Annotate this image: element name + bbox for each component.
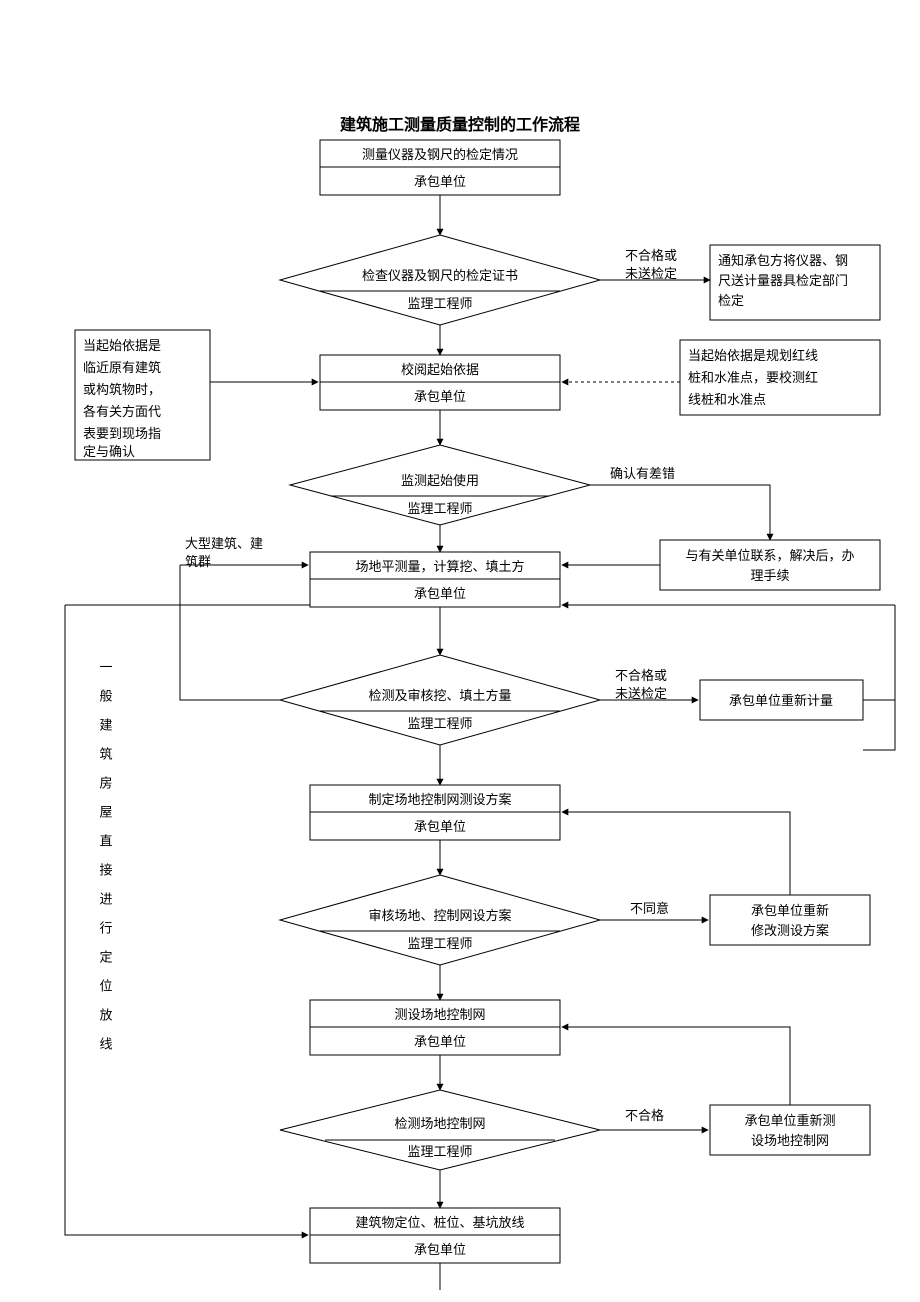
edge-d4-sb6: 不同意 — [600, 901, 708, 920]
node-n6: 建筑物定位、桩位、基坑放线 承包单位 — [310, 1208, 560, 1263]
svg-text:审核场地、控制网设方案: 审核场地、控制网设方案 — [368, 908, 511, 923]
vertical-label: 一般建筑房屋直接进行定位放线 — [98, 660, 113, 1050]
node-n2: 校阅起始依据 承包单位 — [320, 355, 560, 410]
node-d4: 审核场地、控制网设方案 监理工程师 — [280, 875, 600, 965]
edge-sb6-n4 — [562, 812, 790, 895]
edge-sb7-n5 — [562, 1027, 790, 1105]
node-n5: 测设场地控制网 承包单位 — [310, 1000, 560, 1055]
svg-text:承包单位: 承包单位 — [414, 819, 466, 834]
diagram-title: 建筑施工测量质量控制的工作流程 — [340, 115, 580, 134]
sidebox-sb3: 当起始依据是规划红线 桩和水准点，要校测红 线桩和水准点 — [680, 340, 880, 415]
svg-text:制定场地控制网测设方案: 制定场地控制网测设方案 — [368, 792, 511, 807]
svg-text:建筑物定位、桩位、基坑放线: 建筑物定位、桩位、基坑放线 — [355, 1215, 524, 1230]
svg-text:检测及审核挖、填土方量: 检测及审核挖、填土方量 — [368, 688, 511, 703]
edge-loop-sb5a — [863, 605, 895, 750]
sidebox-sb1: 通知承包方将仪器、钢 尺送计量器具检定部门 检定 — [710, 245, 880, 320]
svg-text:桩和水准点，要校测红: 桩和水准点，要校测红 — [688, 370, 818, 385]
svg-text:承包单位: 承包单位 — [414, 389, 466, 404]
svg-text:当起始依据是规划红线: 当起始依据是规划红线 — [688, 348, 818, 363]
svg-text:监理工程师: 监理工程师 — [407, 936, 472, 951]
edge-d1-sb1: 不合格或 未送检定 — [600, 248, 710, 281]
svg-text:校阅起始依据: 校阅起始依据 — [401, 362, 479, 377]
label-e3: 大型建筑、建 筑群 — [180, 536, 308, 569]
svg-text:临近原有建筑: 临近原有建筑 — [83, 360, 161, 375]
svg-text:修改测设方案: 修改测设方案 — [751, 923, 829, 938]
svg-text:监理工程师: 监理工程师 — [407, 1144, 472, 1159]
sidebox-sb5: 承包单位重新计量 — [700, 680, 863, 720]
svg-text:确认有差错: 确认有差错 — [610, 466, 675, 481]
svg-text:通知承包方将仪器、钢: 通知承包方将仪器、钢 — [718, 253, 848, 268]
node-d3: 检测及审核挖、填土方量 监理工程师 — [280, 655, 600, 745]
node-d2: 监测起始使用 监理工程师 — [290, 445, 590, 525]
svg-text:未送检定: 未送检定 — [625, 266, 677, 281]
node-n1: 测量仪器及钢尺的检定情况 承包单位 — [320, 140, 560, 195]
svg-text:各有关方面代: 各有关方面代 — [83, 404, 161, 419]
edge-d5-sb7: 不合格 — [600, 1108, 708, 1130]
flowchart-canvas: 建筑施工测量质量控制的工作流程 测量仪器及钢尺的检定情况 承包单位 检查仪器及钢… — [0, 0, 920, 1302]
svg-text:不合格或: 不合格或 — [625, 248, 677, 263]
svg-text:大型建筑、建: 大型建筑、建 — [185, 536, 263, 551]
svg-text:承包单位: 承包单位 — [414, 1034, 466, 1049]
node-d1: 检查仪器及钢尺的检定证书 监理工程师 — [280, 235, 600, 325]
svg-text:理手续: 理手续 — [750, 568, 789, 583]
node-d5: 检测场地控制网 监理工程师 — [280, 1090, 600, 1170]
svg-text:场地平测量，计算挖、填土方: 场地平测量，计算挖、填土方 — [355, 559, 524, 574]
svg-text:检定: 检定 — [718, 293, 744, 308]
sidebox-sb7: 承包单位重新测 设场地控制网 — [710, 1105, 870, 1155]
svg-text:承包单位: 承包单位 — [414, 586, 466, 601]
sidebox-sb4: 与有关单位联系，解决后，办 理手续 — [660, 540, 880, 590]
svg-text:测设场地控制网: 测设场地控制网 — [394, 1007, 485, 1022]
svg-text:承包单位重新: 承包单位重新 — [751, 903, 829, 918]
svg-text:监测起始使用: 监测起始使用 — [401, 473, 479, 488]
svg-text:未送检定: 未送检定 — [615, 686, 667, 701]
svg-text:承包单位: 承包单位 — [414, 174, 466, 189]
sidebox-sb6: 承包单位重新 修改测设方案 — [710, 895, 870, 945]
svg-text:表要到现场指: 表要到现场指 — [83, 426, 161, 441]
svg-text:定与确认: 定与确认 — [83, 444, 135, 459]
edge-d2-sb4: 确认有差错 — [590, 466, 770, 540]
svg-text:承包单位重新计量: 承包单位重新计量 — [729, 693, 833, 708]
svg-text:测量仪器及钢尺的检定情况: 测量仪器及钢尺的检定情况 — [362, 147, 518, 162]
svg-text:设场地控制网: 设场地控制网 — [751, 1133, 829, 1148]
svg-text:尺送计量器具检定部门: 尺送计量器具检定部门 — [718, 273, 848, 288]
svg-text:筑群: 筑群 — [185, 554, 211, 569]
svg-text:当起始依据是: 当起始依据是 — [83, 338, 161, 353]
svg-text:不合格: 不合格 — [625, 1108, 664, 1123]
svg-text:检测场地控制网: 检测场地控制网 — [394, 1116, 485, 1131]
svg-text:线桩和水准点: 线桩和水准点 — [688, 392, 766, 407]
svg-text:或构筑物时，: 或构筑物时， — [83, 382, 161, 397]
svg-text:检查仪器及钢尺的检定证书: 检查仪器及钢尺的检定证书 — [362, 268, 518, 283]
svg-text:监理工程师: 监理工程师 — [407, 296, 472, 311]
svg-text:承包单位: 承包单位 — [414, 1242, 466, 1257]
svg-text:监理工程师: 监理工程师 — [407, 501, 472, 516]
svg-text:不合格或: 不合格或 — [615, 668, 667, 683]
svg-text:承包单位重新测: 承包单位重新测 — [744, 1113, 835, 1128]
svg-text:监理工程师: 监理工程师 — [407, 716, 472, 731]
edge-d3-left-up — [180, 565, 280, 700]
node-n4: 制定场地控制网测设方案 承包单位 — [310, 785, 560, 840]
svg-text:与有关单位联系，解决后，办: 与有关单位联系，解决后，办 — [685, 548, 854, 563]
edge-d3-sb5: 不合格或 未送检定 — [600, 668, 698, 701]
sidebox-sb2: 当起始依据是 临近原有建筑 或构筑物时， 各有关方面代 表要到现场指 定与确认 — [75, 330, 210, 460]
svg-text:不同意: 不同意 — [630, 901, 669, 916]
node-n3: 场地平测量，计算挖、填土方 承包单位 — [310, 552, 560, 607]
